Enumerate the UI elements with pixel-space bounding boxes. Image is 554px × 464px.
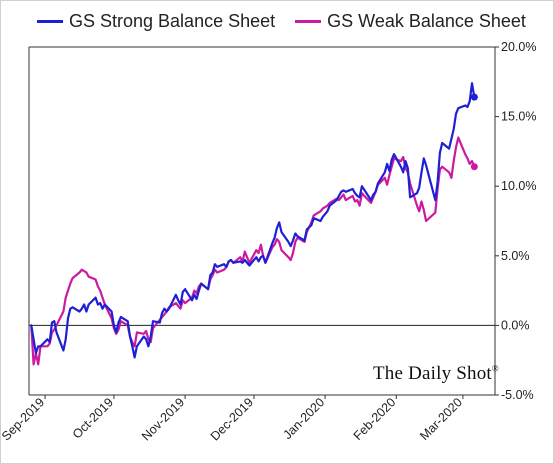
y-tick-label: 5.0% [501,249,530,263]
x-tick-label: Oct-2019 [70,395,116,441]
y-tick-label: 15.0% [501,110,536,124]
x-tick-label: Dec-2019 [208,395,256,443]
watermark-registered-mark: ® [491,363,499,374]
x-tick-label: Nov-2019 [139,395,187,443]
legend-label-strong: GS Strong Balance Sheet [69,11,276,31]
y-tick-label: 20.0% [501,40,536,54]
y-tick-label: -5.0% [501,388,534,402]
series-line-weak [30,136,476,366]
series-end-marker-weak [470,163,478,171]
legend-entry-weak: GS Weak Balance Sheet [295,11,526,32]
series-line-strong [30,82,476,359]
x-tick-label: Feb-2020 [351,395,399,443]
x-tick-label: Mar-2020 [417,395,465,443]
y-tick-label: 0.0% [501,318,530,332]
series-end-marker-strong [470,93,478,101]
legend: GS Strong Balance Sheet GS Weak Balance … [37,11,526,32]
watermark: The Daily Shot® [373,363,499,385]
legend-swatch-weak [295,20,322,23]
watermark-text: The Daily Shot [373,363,492,384]
legend-label-weak: GS Weak Balance Sheet [327,11,526,31]
legend-entry-strong: GS Strong Balance Sheet [37,11,275,32]
legend-swatch-strong [37,20,63,23]
y-tick-label: 10.0% [501,179,536,193]
x-tick-label: Jan-2020 [280,395,327,442]
x-tick-label: Sep-2019 [1,395,47,443]
